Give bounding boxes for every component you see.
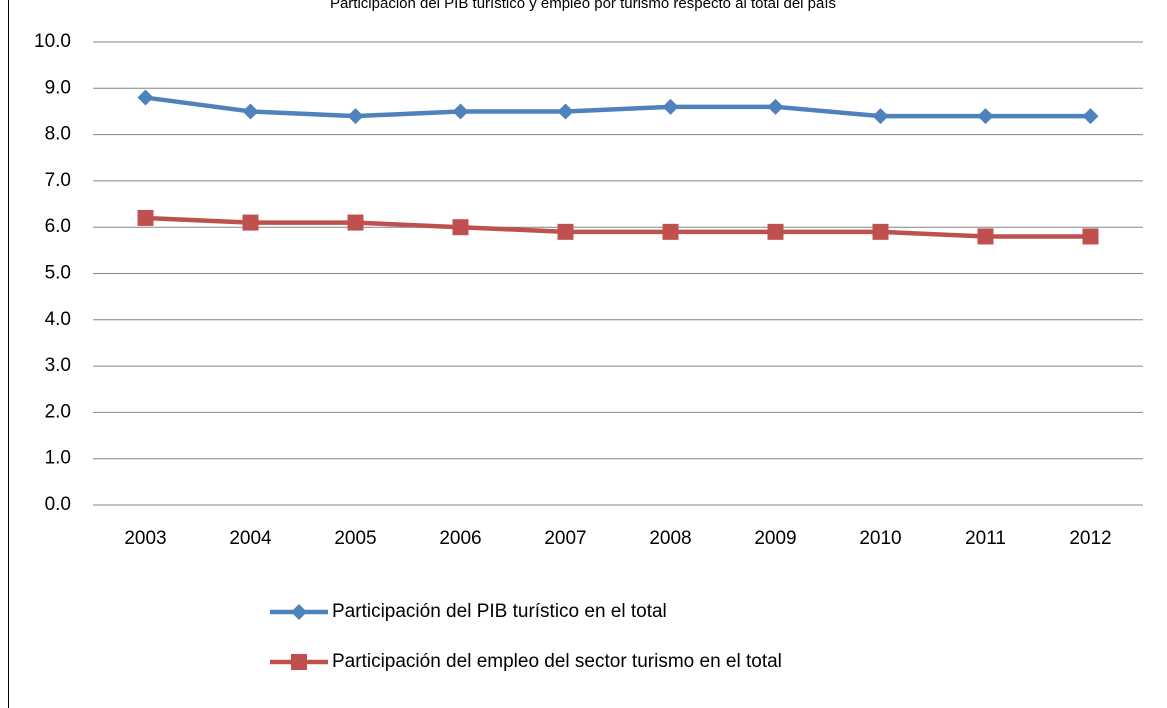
marker-square — [137, 209, 154, 226]
marker-diamond — [347, 108, 364, 125]
marker-square — [452, 219, 469, 236]
x-tick-label: 2012 — [1069, 528, 1111, 549]
chart-frame — [8, 0, 9, 708]
marker-diamond — [242, 103, 259, 120]
marker-square — [767, 223, 784, 240]
marker-diamond — [137, 89, 154, 106]
marker-square — [242, 214, 259, 231]
x-tick-label: 2011 — [965, 528, 1006, 549]
x-tick-label: 2008 — [649, 528, 691, 549]
chart-title: Participación del PIB turístico y empleo… — [330, 0, 836, 12]
x-tick-label: 2004 — [229, 528, 272, 549]
y-tick-label: 7.0 — [45, 170, 71, 191]
series-line — [145, 95, 1091, 119]
marker-square — [977, 228, 994, 245]
marker-diamond — [977, 108, 994, 125]
y-tick-label: 10.0 — [34, 31, 71, 52]
x-tick-label: 2005 — [334, 528, 376, 549]
marker-diamond — [291, 604, 307, 620]
y-tick-label: 2.0 — [45, 401, 71, 422]
x-tick-label: 2003 — [124, 528, 166, 549]
marker-diamond — [452, 103, 469, 120]
legend-label: Participación del empleo del sector turi… — [332, 651, 782, 672]
x-tick-label: 2009 — [754, 528, 796, 549]
x-tick-label: 2006 — [439, 528, 481, 549]
marker-diamond — [662, 98, 679, 115]
y-tick-label: 0.0 — [45, 494, 71, 515]
y-tick-label: 4.0 — [45, 309, 71, 330]
marker-square — [347, 214, 364, 231]
marker-square — [872, 223, 889, 240]
marker-square — [557, 223, 574, 240]
y-tick-label: 9.0 — [45, 77, 71, 98]
x-tick-label: 2010 — [859, 528, 901, 549]
marker-square — [291, 654, 307, 670]
y-tick-label: 5.0 — [45, 263, 71, 284]
y-tick-label: 8.0 — [45, 124, 71, 145]
y-tick-label: 6.0 — [45, 216, 71, 237]
marker-square — [662, 223, 679, 240]
y-tick-label: 1.0 — [45, 448, 71, 469]
marker-square — [1082, 228, 1099, 245]
marker-diamond — [767, 98, 784, 115]
marker-diamond — [1082, 108, 1099, 125]
x-tick-label: 2007 — [544, 528, 586, 549]
marker-diamond — [872, 108, 889, 125]
legend-label: Participación del PIB turístico en el to… — [332, 601, 667, 622]
y-tick-label: 3.0 — [45, 355, 71, 376]
series-line — [145, 215, 1091, 239]
marker-diamond — [557, 103, 574, 120]
